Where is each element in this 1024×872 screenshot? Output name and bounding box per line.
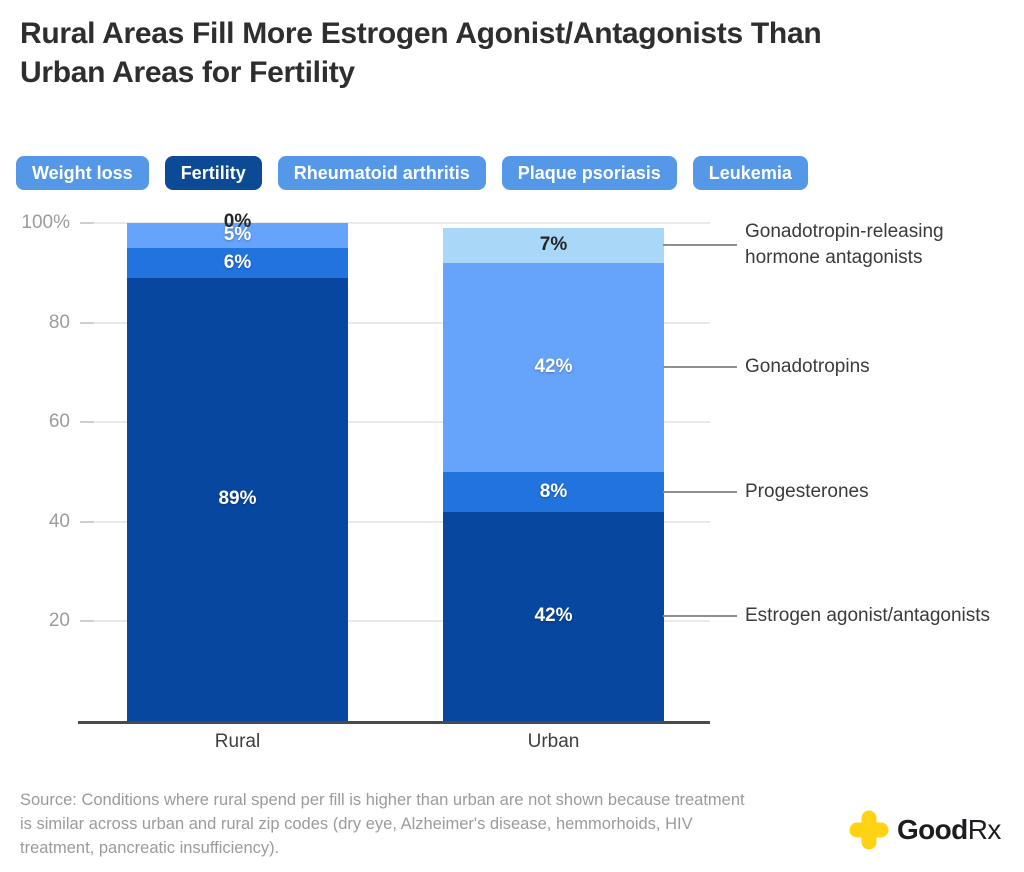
goodrx-wordmark-rx: Rx	[967, 814, 1002, 845]
value-label-urban-progesterones: 8%	[539, 480, 568, 502]
gridline-20	[80, 620, 710, 623]
value-label-rural-progesterones: 6%	[223, 251, 252, 273]
x-axis-label-urban: Urban	[527, 731, 580, 752]
x-axis-line	[78, 721, 710, 724]
axis-tick-20	[80, 620, 94, 623]
bar-segment-urban-gnrh-antagonists[interactable]	[443, 227, 664, 263]
goodrx-wordmark: GoodRx	[897, 810, 1001, 850]
legend-connector-gnrh-antagonists	[663, 244, 737, 247]
axis-tick-80	[80, 321, 94, 324]
tab-weight-loss[interactable]: Weight loss	[16, 156, 149, 190]
gridline-40	[80, 520, 710, 523]
goodrx-wordmark-good: Good	[897, 814, 968, 845]
y-axis-label-100: 100%	[21, 212, 70, 233]
axis-tick-100	[80, 222, 94, 224]
y-axis-label-40: 40	[48, 510, 70, 532]
gridline-60	[80, 421, 710, 424]
x-axis-label-rural: Rural	[214, 731, 261, 752]
goodrx-logo: GoodRx	[849, 810, 1001, 850]
value-label-urban-estrogen-agonist-antagonists: 42%	[534, 605, 573, 627]
legend-connector-progesterones	[663, 490, 737, 493]
bar-segment-urban-estrogen-agonist-antagonists[interactable]	[443, 511, 664, 721]
value-label-urban-gonadotropins: 42%	[534, 356, 573, 378]
gridline-80	[80, 321, 710, 324]
y-axis-label-60: 60	[48, 411, 70, 433]
bar-segment-rural-gonadotropins[interactable]	[127, 223, 348, 248]
y-axis-label-80: 80	[48, 311, 70, 333]
legend-connector-gonadotropins	[663, 366, 737, 369]
tab-rheumatoid-arthritis[interactable]: Rheumatoid arthritis	[277, 156, 486, 190]
bar-segment-urban-progesterones[interactable]	[443, 472, 664, 512]
legend-label-estrogen-agonist-antagonists: Estrogen agonist/antagonists	[745, 605, 991, 627]
legend-label-gonadotropins: Gonadotropins	[745, 356, 870, 378]
page-title-line-1: Rural Areas Fill More Estrogen Agonist/A…	[20, 17, 822, 50]
bar-segment-urban-gonadotropins[interactable]	[443, 262, 664, 472]
gridline-100	[80, 222, 710, 224]
y-axis-label-20: 20	[48, 610, 70, 632]
source-note: Source: Conditions where rural spend per…	[20, 791, 745, 857]
legend-label-progesterones: Progesterones	[745, 480, 869, 502]
tab-leukemia[interactable]: Leukemia	[692, 156, 808, 190]
value-label-rural-estrogen-agonist-antagonists: 89%	[218, 488, 257, 510]
value-label-urban-gnrh-antagonists: 7%	[539, 234, 568, 256]
page-title-line-2: Urban Areas for Fertility	[20, 56, 355, 89]
axis-tick-40	[80, 520, 94, 523]
legend-connector-estrogen-agonist-antagonists	[663, 615, 737, 618]
value-label-rural-gonadotropins: 5%	[223, 224, 252, 246]
tab-plaque-psoriasis[interactable]: Plaque psoriasis	[501, 156, 677, 190]
bar-segment-rural-estrogen-agonist-antagonists[interactable]	[127, 277, 348, 721]
tab-fertility[interactable]: Fertility	[164, 156, 262, 190]
legend-label-gnrh-antagonists: Gonadotropin-releasing hormone antagonis…	[745, 221, 944, 269]
condition-tabs: Weight loss Fertility Rheumatoid arthritis…	[16, 156, 808, 190]
page-title: Rural Areas Fill More Estrogen Agonist/A…	[20, 14, 1010, 92]
axis-tick-60	[80, 421, 94, 424]
goodrx-cross-icon	[849, 810, 889, 850]
value-label-rural-gnrh-antagonists: 0%	[223, 211, 252, 232]
bar-segment-rural-progesterones[interactable]	[127, 247, 348, 278]
